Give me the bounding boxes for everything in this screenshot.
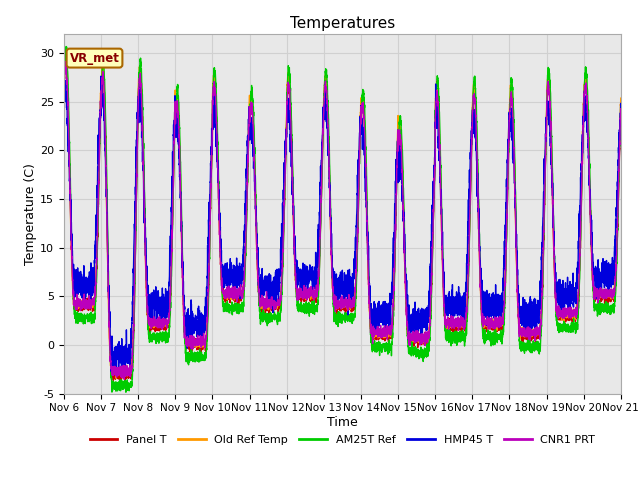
- CNR1 PRT: [616, 115, 624, 121]
- AM25T Ref: [322, 68, 330, 74]
- Line: CNR1 PRT: CNR1 PRT: [64, 62, 621, 379]
- AM25T Ref: [122, 389, 130, 395]
- HMP45 T: [97, 73, 105, 79]
- HMP45 T: [60, 82, 68, 88]
- HMP45 T: [122, 374, 129, 380]
- Line: Old Ref Temp: Old Ref Temp: [64, 57, 621, 378]
- CNR1 PRT: [161, 316, 168, 322]
- Old Ref Temp: [436, 186, 444, 192]
- Panel T: [499, 328, 507, 334]
- Panel T: [616, 120, 624, 126]
- CNR1 PRT: [617, 109, 625, 115]
- Title: Temperatures: Temperatures: [290, 16, 395, 31]
- Panel T: [436, 171, 444, 177]
- HMP45 T: [617, 112, 625, 118]
- HMP45 T: [436, 192, 444, 197]
- AM25T Ref: [499, 332, 507, 337]
- Panel T: [161, 323, 168, 329]
- Old Ref Temp: [499, 319, 507, 324]
- Panel T: [60, 87, 68, 93]
- Old Ref Temp: [60, 74, 68, 80]
- Panel T: [322, 82, 330, 88]
- Panel T: [62, 60, 70, 66]
- CNR1 PRT: [62, 59, 70, 65]
- CNR1 PRT: [468, 146, 476, 152]
- CNR1 PRT: [499, 321, 507, 327]
- AM25T Ref: [60, 78, 68, 84]
- CNR1 PRT: [60, 85, 68, 91]
- CNR1 PRT: [436, 182, 444, 188]
- Panel T: [468, 153, 476, 159]
- Legend: Panel T, Old Ref Temp, AM25T Ref, HMP45 T, CNR1 PRT: Panel T, Old Ref Temp, AM25T Ref, HMP45 …: [85, 430, 600, 449]
- HMP45 T: [161, 304, 168, 310]
- Old Ref Temp: [119, 375, 127, 381]
- Old Ref Temp: [616, 110, 624, 116]
- AM25T Ref: [617, 106, 625, 112]
- X-axis label: Time: Time: [327, 416, 358, 429]
- AM25T Ref: [616, 122, 624, 128]
- HMP45 T: [499, 278, 507, 284]
- Text: VR_met: VR_met: [70, 51, 120, 65]
- Old Ref Temp: [322, 78, 330, 84]
- HMP45 T: [322, 100, 330, 106]
- Line: Panel T: Panel T: [64, 63, 621, 381]
- AM25T Ref: [436, 159, 444, 165]
- AM25T Ref: [161, 334, 168, 340]
- HMP45 T: [616, 123, 624, 129]
- CNR1 PRT: [120, 376, 128, 382]
- Y-axis label: Temperature (C): Temperature (C): [24, 163, 37, 264]
- Line: AM25T Ref: AM25T Ref: [64, 47, 621, 392]
- HMP45 T: [468, 128, 476, 133]
- AM25T Ref: [62, 44, 70, 49]
- Old Ref Temp: [617, 95, 625, 101]
- Old Ref Temp: [61, 54, 69, 60]
- CNR1 PRT: [322, 85, 330, 91]
- Panel T: [121, 378, 129, 384]
- Line: HMP45 T: HMP45 T: [64, 76, 621, 377]
- Old Ref Temp: [468, 134, 476, 140]
- AM25T Ref: [468, 149, 476, 155]
- Panel T: [617, 109, 625, 115]
- Old Ref Temp: [161, 322, 168, 328]
